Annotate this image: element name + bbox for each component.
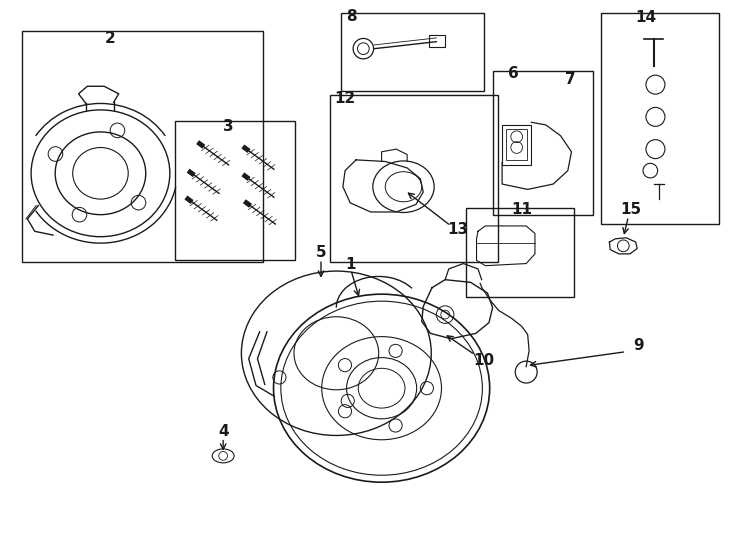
Bar (175, 120, 296, 260)
Text: 10: 10 (473, 353, 495, 368)
Text: 15: 15 (621, 202, 642, 217)
Text: 1: 1 (346, 257, 356, 272)
Text: 7: 7 (565, 72, 576, 87)
Bar (22, 31, 264, 262)
Bar (502, 125, 531, 165)
Bar (330, 96, 498, 262)
Bar (465, 208, 574, 297)
Bar (600, 13, 719, 224)
Text: 9: 9 (633, 338, 644, 353)
Text: 3: 3 (223, 118, 233, 133)
Text: 8: 8 (346, 9, 357, 24)
Bar (493, 71, 593, 215)
Bar (506, 129, 527, 160)
Text: 11: 11 (512, 202, 532, 217)
Text: 4: 4 (218, 424, 228, 438)
Text: 14: 14 (636, 10, 656, 25)
Text: 6: 6 (508, 66, 518, 82)
Text: 2: 2 (104, 31, 115, 46)
Text: 13: 13 (448, 222, 469, 237)
Text: 5: 5 (316, 245, 327, 260)
Bar (429, 35, 445, 47)
Text: 12: 12 (334, 91, 355, 106)
Bar (341, 13, 484, 91)
